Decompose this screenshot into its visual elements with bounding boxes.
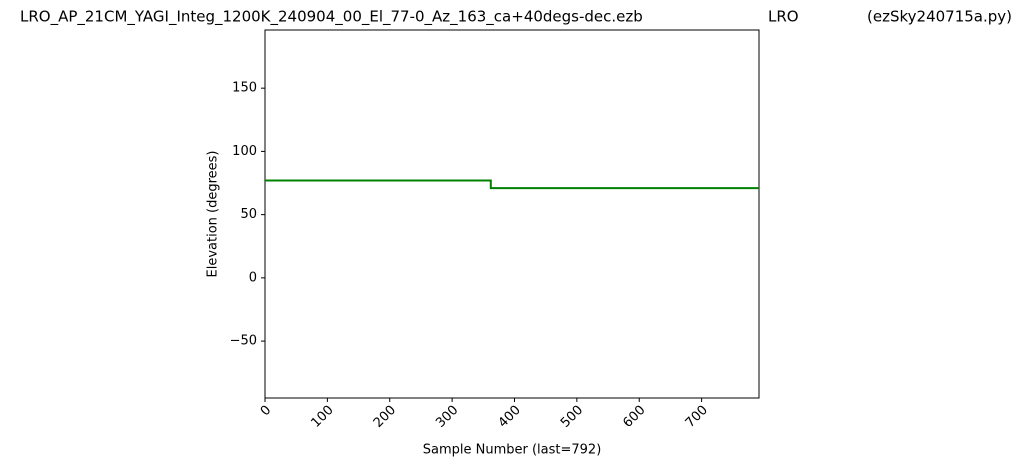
x-tick-label: 100 bbox=[309, 403, 337, 431]
data-line bbox=[265, 179, 759, 190]
y-tick-label: −50 bbox=[230, 334, 257, 349]
x-tick-label: 600 bbox=[620, 403, 648, 431]
script-name: (ezSky240715a.py) bbox=[867, 8, 1012, 26]
y-axis-label: Elevation (degrees) bbox=[206, 151, 221, 278]
y-tick-label: 100 bbox=[232, 144, 257, 159]
y-tick-label: 150 bbox=[232, 81, 257, 96]
chart-subtitle: LRO bbox=[768, 8, 799, 26]
chart-title: LRO_AP_21CM_YAGI_Integ_1200K_240904_00_E… bbox=[20, 8, 643, 27]
plot-frame bbox=[264, 29, 760, 399]
x-axis-label: Sample Number (last=792) bbox=[423, 443, 602, 458]
x-tick-label: 500 bbox=[558, 403, 586, 431]
x-tick-label: 400 bbox=[496, 403, 524, 431]
x-tick-label: 300 bbox=[433, 403, 461, 431]
x-tick-label: 700 bbox=[683, 403, 711, 431]
y-tick-label: 50 bbox=[240, 207, 257, 222]
x-tick-label: 200 bbox=[371, 403, 399, 431]
y-tick-label: 0 bbox=[249, 270, 257, 285]
x-tick-label: 0 bbox=[258, 403, 274, 419]
